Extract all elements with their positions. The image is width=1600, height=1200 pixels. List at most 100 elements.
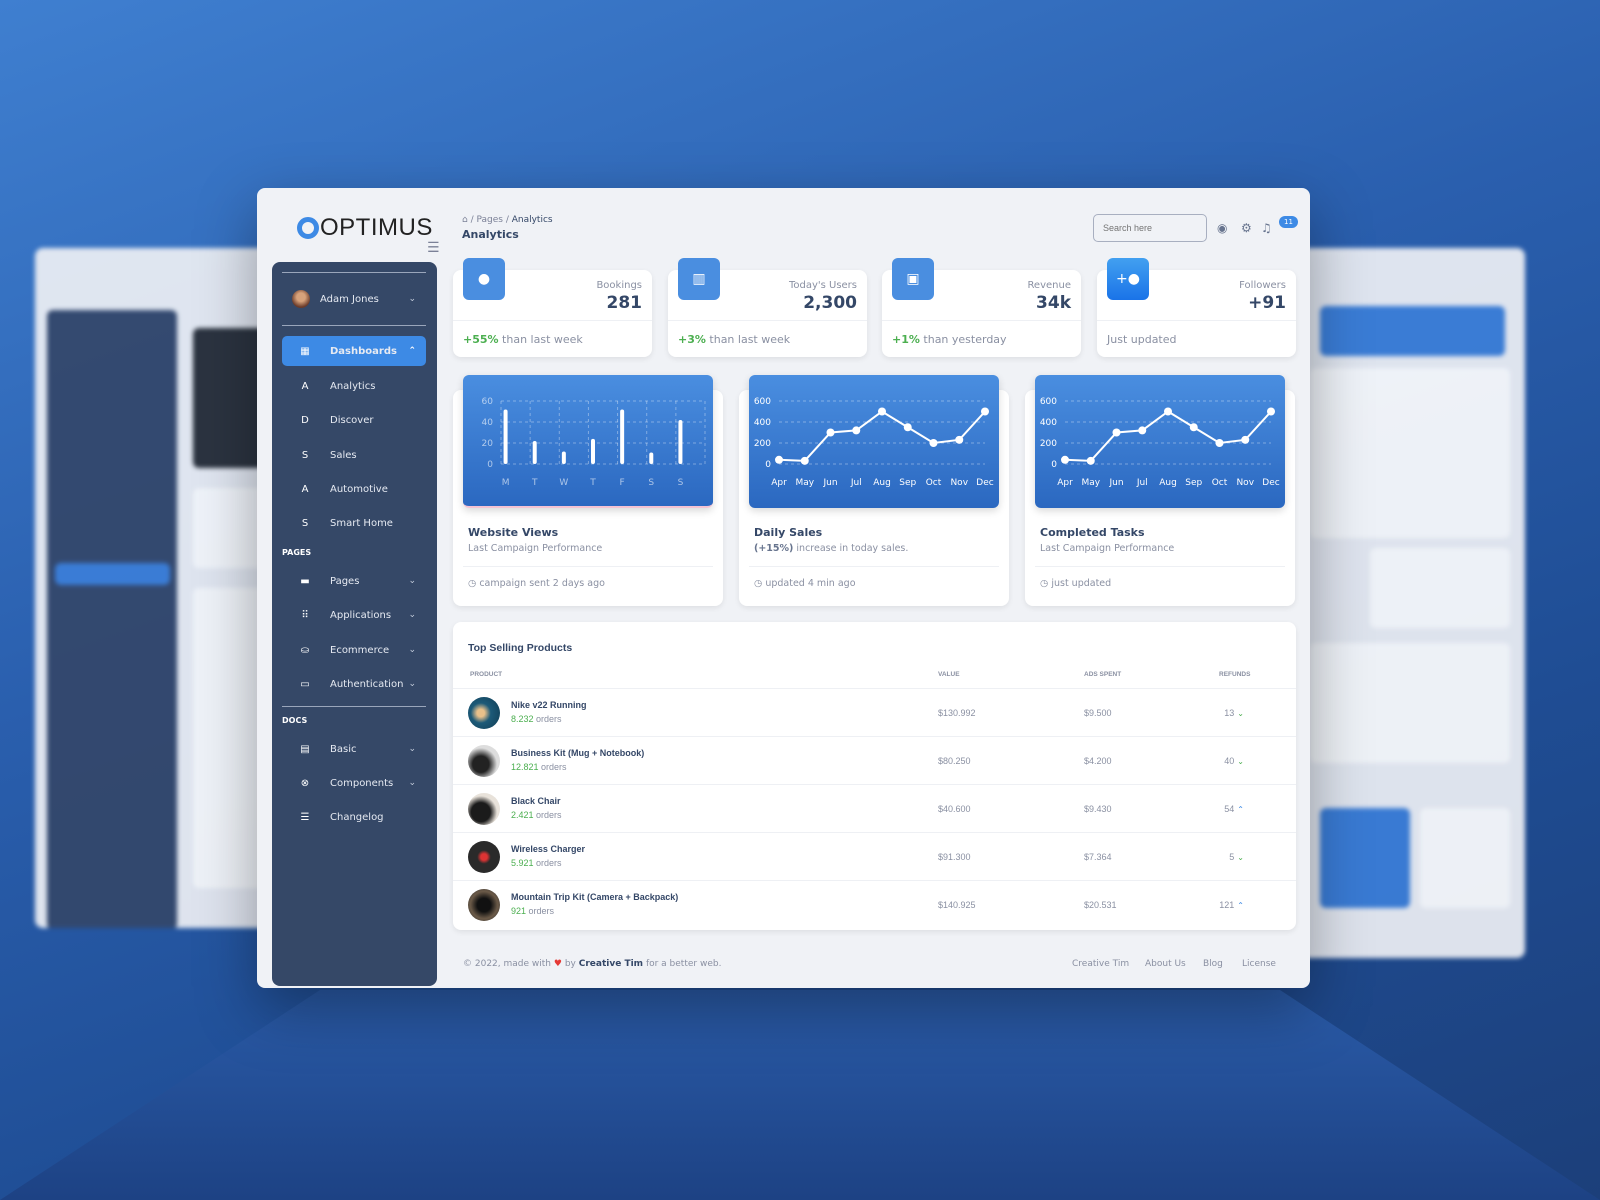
sidebar-item-label: Changelog — [330, 811, 384, 823]
product-value: $80.250 — [938, 756, 971, 766]
x-tick-label: Sep — [1185, 478, 1202, 488]
bar-chart-icon: ▥ — [678, 258, 720, 300]
x-tick-label: Jun — [1108, 478, 1123, 488]
section-heading-docs: DOCS — [282, 716, 308, 725]
sidebar-item-automotive[interactable]: A Automotive — [282, 474, 426, 504]
sidebar-item-applications[interactable]: ⠿ Applications ⌄ — [282, 600, 426, 630]
footer-link-blog[interactable]: Blog — [1203, 959, 1223, 969]
x-tick-label: Aug — [1159, 478, 1177, 488]
product-name: Mountain Trip Kit (Camera + Backpack) — [511, 892, 679, 902]
sidebar-item-sales[interactable]: S Sales — [282, 440, 426, 470]
sidebar-item-discover[interactable]: D Discover — [282, 405, 426, 435]
sidebar-item-label: Automotive — [330, 483, 388, 495]
x-tick-label: Apr — [771, 478, 787, 488]
x-tick-label: F — [620, 478, 625, 488]
sidebar-item-label: Sales — [330, 449, 357, 461]
stat-card-revenue: ▣ Revenue 34k +1% than yesterday — [882, 258, 1081, 357]
clipboard-icon: ▭ — [300, 678, 310, 690]
table-row[interactable]: Black Chair 2.421 orders $40.600 $9.430 … — [453, 784, 1296, 832]
footer-link-license[interactable]: License — [1242, 959, 1276, 969]
product-ads-spent: $20.531 — [1084, 900, 1117, 910]
footer-link-about-us[interactable]: About Us — [1145, 959, 1186, 969]
data-point — [826, 428, 835, 437]
divider — [282, 706, 426, 707]
table-row[interactable]: Wireless Charger 5.921 orders $91.300 $7… — [453, 832, 1296, 880]
x-tick-label: Sep — [899, 478, 916, 488]
search-input[interactable] — [1093, 214, 1207, 242]
sidebar-item-label: Components — [330, 777, 394, 789]
x-tick-label: Oct — [926, 478, 942, 488]
data-point — [929, 439, 938, 447]
list-icon: ☰ — [300, 811, 310, 823]
product-orders: 921 orders — [511, 906, 555, 916]
sidebar-item-smart-home[interactable]: S Smart Home — [282, 508, 426, 538]
account-icon[interactable]: ◉ — [1217, 221, 1228, 235]
sidebar-item-label: Applications — [330, 609, 392, 621]
heart-icon: ♥ — [553, 959, 562, 969]
data-point — [1241, 435, 1250, 444]
stat-label: Revenue — [1027, 280, 1071, 291]
stat-value: 34k — [1036, 293, 1071, 313]
footer-link-creative-tim[interactable]: Creative Tim — [1072, 959, 1130, 969]
table-row[interactable]: Business Kit (Mug + Notebook) 12.821 ord… — [453, 736, 1296, 784]
chart-subtitle: Last Campaign Performance — [468, 543, 603, 554]
home-icon[interactable]: ⌂ — [462, 215, 468, 225]
bell-icon[interactable]: ♫ — [1261, 221, 1272, 235]
sidebar-item-basic[interactable]: ▤ Basic ⌄ — [282, 734, 426, 764]
sidebar-item-dashboards[interactable]: ▦ Dashboards ⌃ — [282, 336, 426, 366]
data-point — [981, 407, 989, 416]
chevron-down-icon: ⌄ — [408, 744, 416, 754]
item-letter: A — [301, 380, 309, 392]
y-tick-label: 40 — [482, 418, 494, 428]
chevron-down-icon: ⌄ — [408, 610, 416, 620]
product-image — [468, 889, 500, 921]
section-heading-pages: PAGES — [282, 548, 312, 557]
stat-card-bookings: ● Bookings 281 +55% than last week — [453, 258, 652, 357]
sidebar-item-pages[interactable]: ▬ Pages ⌄ — [282, 566, 426, 596]
chart-footer: ◷ campaign sent 2 days ago — [468, 578, 605, 589]
breadcrumb-pages[interactable]: Pages — [476, 215, 503, 225]
stat-label: Today's Users — [788, 280, 857, 291]
product-ads-spent: $9.500 — [1084, 708, 1112, 718]
main-window: OPTIMUS ☰ Adam Jones ⌄ ▦ Dashboards ⌃ A Ana… — [257, 188, 1310, 988]
x-tick-label: S — [678, 478, 684, 488]
y-tick-label: 60 — [482, 397, 494, 407]
chart-title: Daily Sales — [754, 526, 823, 539]
apps-icon: ⠿ — [301, 609, 309, 621]
sidebar-item-ecommerce[interactable]: ⛀ Ecommerce ⌄ — [282, 635, 426, 665]
product-name: Black Chair — [511, 796, 561, 806]
sidebar-item-components[interactable]: ⊗ Components ⌄ — [282, 768, 426, 798]
gear-icon[interactable]: ⚙ — [1241, 221, 1252, 235]
stat-value: 281 — [606, 293, 643, 313]
bar-chart: 0 20 40 60 M T W T F S S — [482, 397, 706, 488]
sidebar-item-authentication[interactable]: ▭ Authentication ⌄ — [282, 669, 426, 699]
user-menu[interactable]: Adam Jones ⌄ — [282, 284, 426, 314]
top-selling-products-table: Top Selling Products PRODUCT VALUE ADS S… — [453, 622, 1296, 930]
product-ads-spent: $7.364 — [1084, 852, 1112, 862]
data-point — [852, 426, 861, 435]
logo-text: OPTIMUS — [320, 214, 433, 241]
data-point — [775, 455, 783, 464]
product-refunds: 40 ⌄ — [1224, 756, 1244, 766]
x-tick-label: Dec — [976, 478, 993, 488]
y-tick-label: 400 — [754, 418, 771, 428]
chart-subtitle: Last Campaign Performance — [1040, 543, 1175, 554]
chart-subtitle: (+15%) increase in today sales. — [754, 543, 909, 554]
stat-footer: Just updated — [1107, 333, 1177, 346]
data-point — [1189, 423, 1198, 432]
menu-toggle-icon[interactable]: ☰ — [427, 240, 440, 256]
x-tick-label: May — [795, 478, 814, 488]
footer-copyright: © 2022, made with ♥ by Creative Tim for … — [463, 959, 722, 969]
sidebar-item-analytics[interactable]: A Analytics — [282, 371, 426, 401]
footer-author-link[interactable]: Creative Tim — [578, 959, 644, 969]
chart-footer: ◷ just updated — [1040, 578, 1112, 589]
product-orders: 2.421 orders — [511, 810, 562, 820]
avatar — [292, 290, 310, 308]
logo[interactable]: OPTIMUS — [297, 214, 433, 242]
y-tick-label: 0 — [1051, 460, 1057, 470]
table-row[interactable]: Nike v22 Running 8.232 orders $130.992 $… — [453, 688, 1296, 736]
background-window-right — [1300, 248, 1525, 958]
sidebar-item-changelog[interactable]: ☰ Changelog — [282, 802, 426, 832]
table-row[interactable]: Mountain Trip Kit (Camera + Backpack) 92… — [453, 880, 1296, 928]
x-tick-label: Aug — [873, 478, 891, 488]
